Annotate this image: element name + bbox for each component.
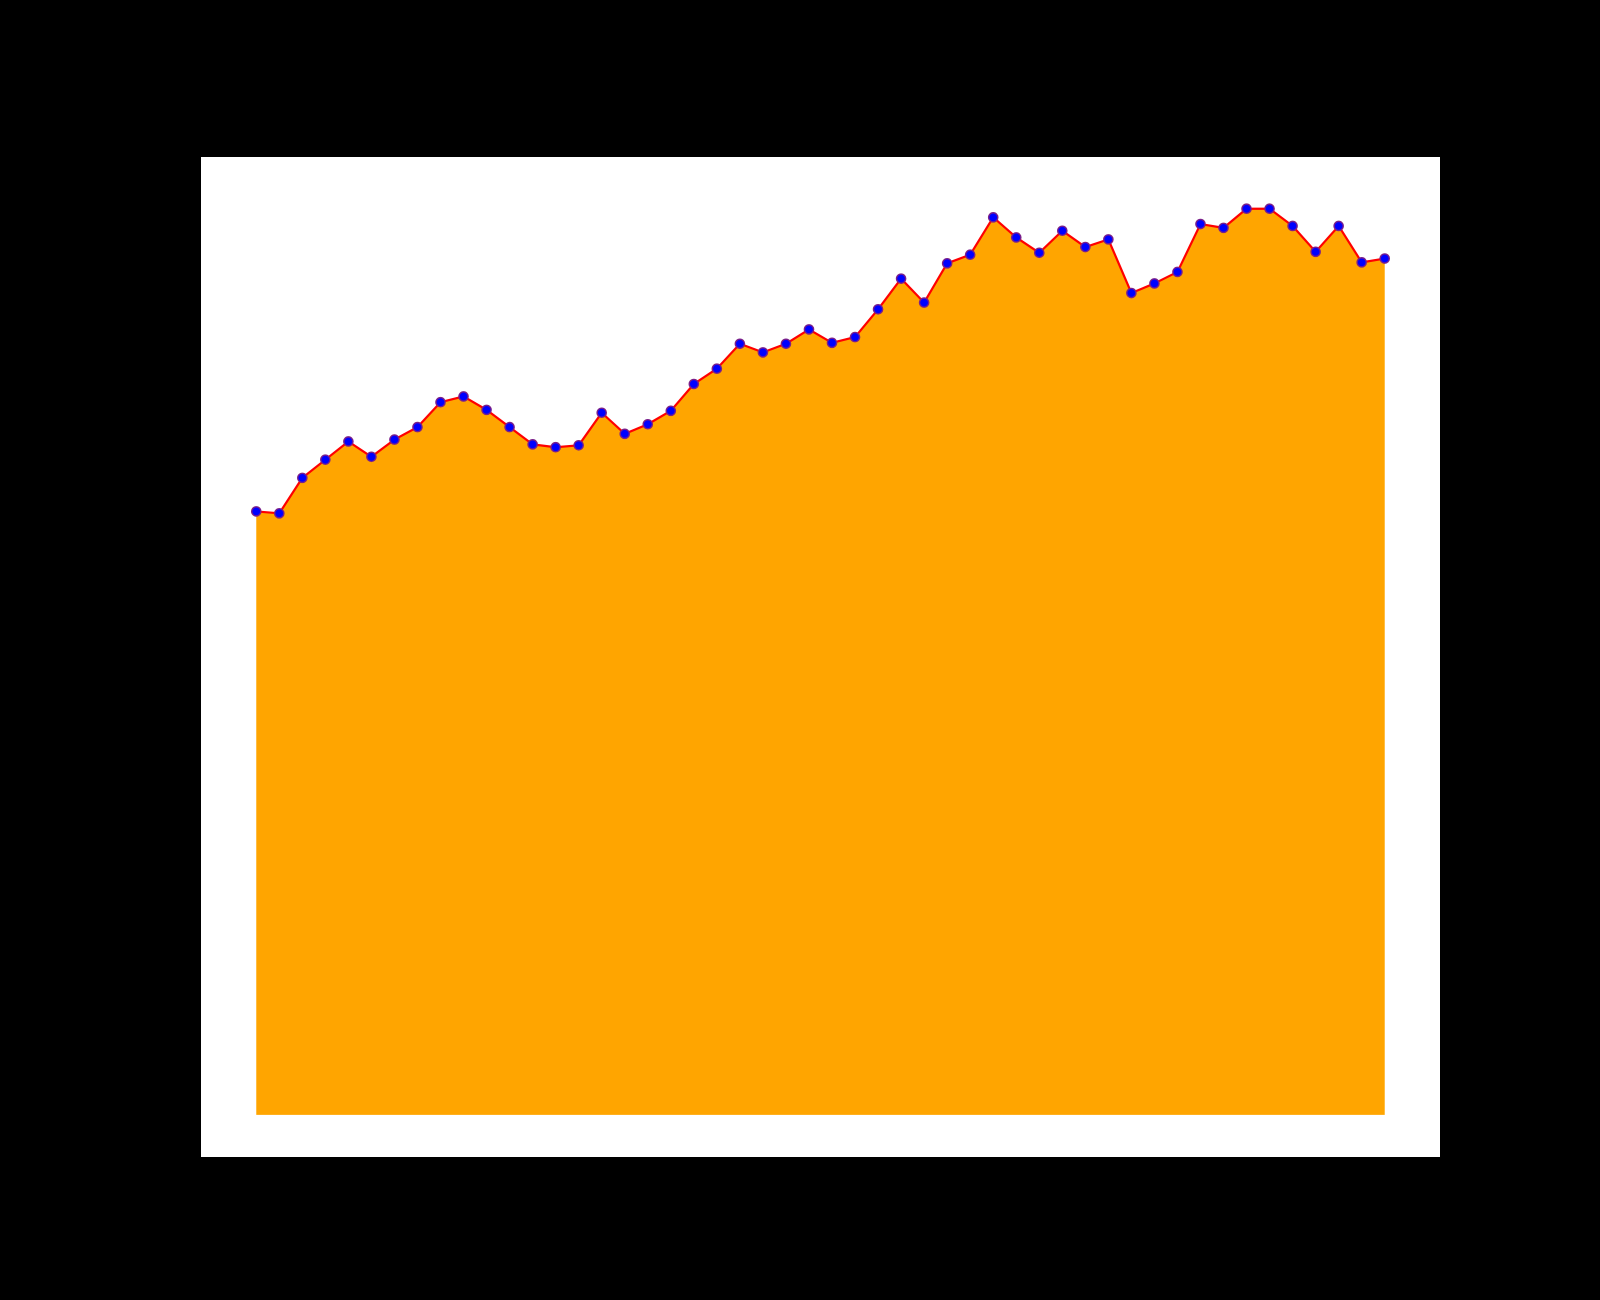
data-point bbox=[1356, 257, 1367, 268]
data-point bbox=[1172, 266, 1183, 278]
area-fill bbox=[256, 208, 1385, 1115]
data-point bbox=[273, 508, 285, 519]
data-point bbox=[297, 472, 308, 484]
data-point bbox=[1126, 287, 1137, 299]
data-point bbox=[1218, 222, 1229, 234]
data-point bbox=[527, 439, 538, 450]
data-point bbox=[849, 331, 861, 343]
data-point bbox=[1241, 203, 1252, 215]
data-point bbox=[596, 407, 608, 419]
data-point bbox=[987, 212, 999, 223]
data-point bbox=[435, 396, 446, 408]
data-point bbox=[941, 258, 953, 269]
data-point bbox=[250, 506, 262, 517]
data-point bbox=[665, 405, 677, 417]
data-point bbox=[573, 440, 584, 451]
data-point bbox=[343, 436, 354, 447]
data-point bbox=[1379, 253, 1391, 264]
data-point bbox=[895, 273, 907, 284]
data-point bbox=[1057, 225, 1068, 237]
data-point bbox=[872, 303, 884, 315]
data-point bbox=[1010, 232, 1022, 243]
data-point bbox=[320, 454, 331, 465]
data-point bbox=[412, 421, 423, 433]
data-point bbox=[757, 347, 769, 358]
data-point bbox=[458, 391, 469, 402]
data-point bbox=[1264, 203, 1275, 215]
data-point bbox=[688, 378, 700, 390]
data-point bbox=[803, 324, 815, 335]
data-point bbox=[481, 404, 492, 416]
data-point bbox=[366, 451, 377, 463]
data-point bbox=[642, 418, 654, 430]
data-point bbox=[1287, 220, 1298, 232]
plot-layer bbox=[250, 203, 1391, 1115]
data-point bbox=[1195, 218, 1206, 230]
data-point bbox=[504, 421, 515, 433]
data-point bbox=[1149, 278, 1160, 289]
data-point bbox=[1333, 220, 1344, 232]
data-point bbox=[1310, 246, 1321, 258]
data-point bbox=[1080, 241, 1091, 253]
data-point bbox=[826, 337, 838, 349]
data-point bbox=[780, 338, 792, 350]
data-point bbox=[619, 428, 631, 440]
data-point bbox=[389, 434, 400, 445]
data-point bbox=[1033, 247, 1045, 259]
data-point bbox=[964, 249, 976, 260]
data-point bbox=[918, 297, 930, 308]
data-point bbox=[1103, 234, 1114, 245]
data-point bbox=[550, 441, 561, 453]
data-point bbox=[711, 363, 723, 374]
data-point bbox=[734, 338, 746, 350]
